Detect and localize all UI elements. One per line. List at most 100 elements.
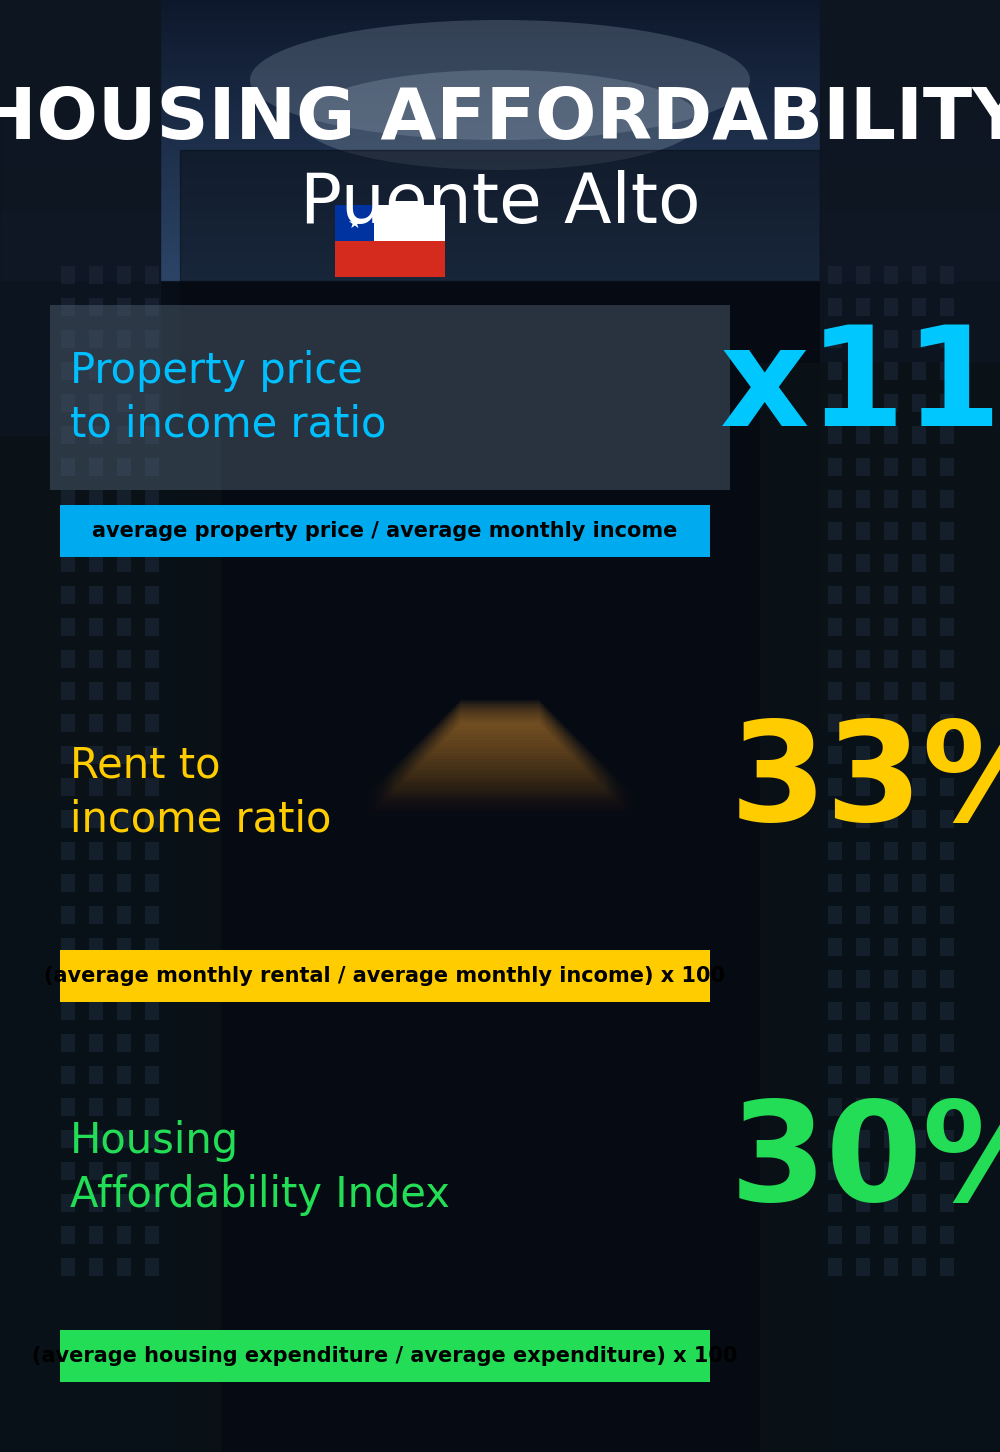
Bar	[89, 1257, 103, 1276]
Bar	[412, 748, 588, 772]
Bar	[117, 1130, 131, 1149]
Bar	[117, 457, 131, 476]
Bar	[117, 842, 131, 860]
Bar	[856, 1066, 870, 1085]
Bar	[940, 619, 954, 636]
Bar	[61, 1034, 75, 1053]
Bar	[145, 938, 159, 955]
Bar	[145, 1034, 159, 1053]
Bar	[60, 1330, 710, 1382]
Bar	[117, 1257, 131, 1276]
Bar	[940, 1002, 954, 1019]
Bar	[117, 523, 131, 540]
Bar	[912, 874, 926, 892]
Bar	[61, 778, 75, 796]
Bar	[366, 794, 634, 819]
Text: Housing
Affordability Index: Housing Affordability Index	[70, 1119, 450, 1215]
Bar	[940, 650, 954, 668]
Bar	[940, 906, 954, 923]
Bar	[940, 362, 954, 380]
Bar	[89, 1002, 103, 1019]
Bar	[438, 722, 562, 746]
Bar	[424, 736, 576, 761]
Bar	[460, 700, 540, 725]
Bar	[856, 842, 870, 860]
Bar	[432, 727, 568, 754]
Bar	[89, 425, 103, 444]
Text: (average monthly rental / average monthly income) x 100: (average monthly rental / average monthl…	[44, 966, 726, 986]
Bar	[884, 298, 898, 317]
Bar	[856, 970, 870, 987]
Bar	[145, 778, 159, 796]
Bar	[386, 774, 614, 799]
Bar	[940, 746, 954, 764]
Bar	[856, 1002, 870, 1019]
Bar	[940, 330, 954, 348]
Bar	[50, 305, 730, 489]
Bar	[145, 489, 159, 508]
Bar	[828, 1194, 842, 1212]
Bar	[89, 523, 103, 540]
Bar	[828, 1002, 842, 1019]
Bar	[856, 362, 870, 380]
Bar	[884, 555, 898, 572]
Bar	[145, 619, 159, 636]
Bar	[89, 778, 103, 796]
Bar	[940, 1225, 954, 1244]
Bar	[940, 587, 954, 604]
Bar	[61, 1162, 75, 1180]
Bar	[442, 717, 558, 743]
Bar	[145, 1257, 159, 1276]
Bar	[368, 791, 632, 817]
Bar	[940, 1066, 954, 1085]
Bar	[117, 874, 131, 892]
Bar	[61, 1225, 75, 1244]
Bar	[856, 682, 870, 700]
Bar	[856, 714, 870, 732]
Bar	[884, 425, 898, 444]
Bar	[940, 393, 954, 412]
Bar	[89, 906, 103, 923]
Bar	[430, 730, 570, 755]
Bar	[61, 746, 75, 764]
Text: ★: ★	[347, 215, 361, 231]
Bar	[448, 711, 552, 738]
Bar	[856, 874, 870, 892]
Bar	[145, 682, 159, 700]
Bar	[912, 906, 926, 923]
Bar	[912, 457, 926, 476]
Bar	[884, 906, 898, 923]
Bar	[828, 810, 842, 828]
Bar	[828, 842, 842, 860]
Bar	[422, 738, 578, 762]
Text: 30%: 30%	[730, 1095, 1000, 1230]
Bar	[117, 746, 131, 764]
Bar	[89, 1066, 103, 1085]
Bar	[436, 725, 564, 749]
Bar	[89, 874, 103, 892]
Bar	[912, 778, 926, 796]
Bar	[884, 714, 898, 732]
Bar	[884, 523, 898, 540]
Text: 33%: 33%	[730, 714, 1000, 849]
Bar	[390, 770, 610, 796]
Bar	[884, 1257, 898, 1276]
Bar	[856, 489, 870, 508]
Bar	[61, 298, 75, 317]
Bar	[884, 938, 898, 955]
Bar	[828, 555, 842, 572]
Bar	[912, 1066, 926, 1085]
Bar	[884, 746, 898, 764]
Bar	[434, 726, 566, 751]
Bar	[374, 786, 626, 812]
Bar	[117, 1002, 131, 1019]
Bar	[940, 938, 954, 955]
Text: average property price / average monthly income: average property price / average monthly…	[92, 521, 678, 542]
Bar	[335, 241, 445, 277]
Bar	[61, 1002, 75, 1019]
Bar	[117, 650, 131, 668]
Bar	[426, 735, 574, 759]
Bar	[884, 1130, 898, 1149]
Bar	[145, 1194, 159, 1212]
Bar	[828, 682, 842, 700]
